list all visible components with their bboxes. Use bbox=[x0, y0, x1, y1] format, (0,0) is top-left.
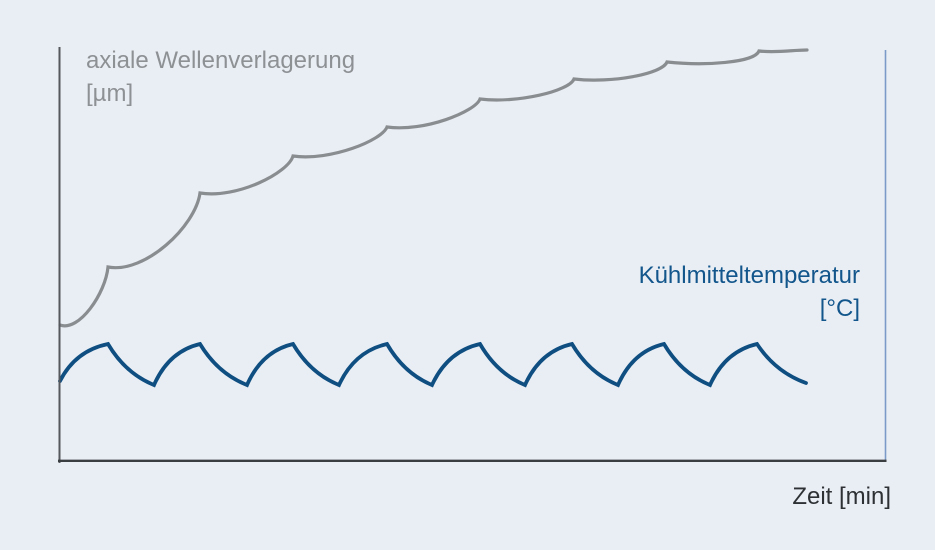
gray-series-label-unit: [µm] bbox=[86, 80, 134, 107]
gray-series-label-line1: axiale Wellenverlagerung bbox=[86, 47, 356, 74]
blue-series-label: Kühlmitteltemperatur [°C] bbox=[639, 259, 860, 325]
blue-temperature-curve bbox=[58, 341, 808, 388]
blue-series-label-line1: Kühlmitteltemperatur bbox=[638, 262, 860, 289]
gray-displacement-curve bbox=[58, 48, 809, 328]
x-axis-label: Zeit [min] bbox=[792, 483, 891, 510]
blue-series-label-unit: [°C] bbox=[819, 295, 860, 322]
gray-series-label: axiale Wellenverlagerung [µm] bbox=[86, 44, 355, 110]
